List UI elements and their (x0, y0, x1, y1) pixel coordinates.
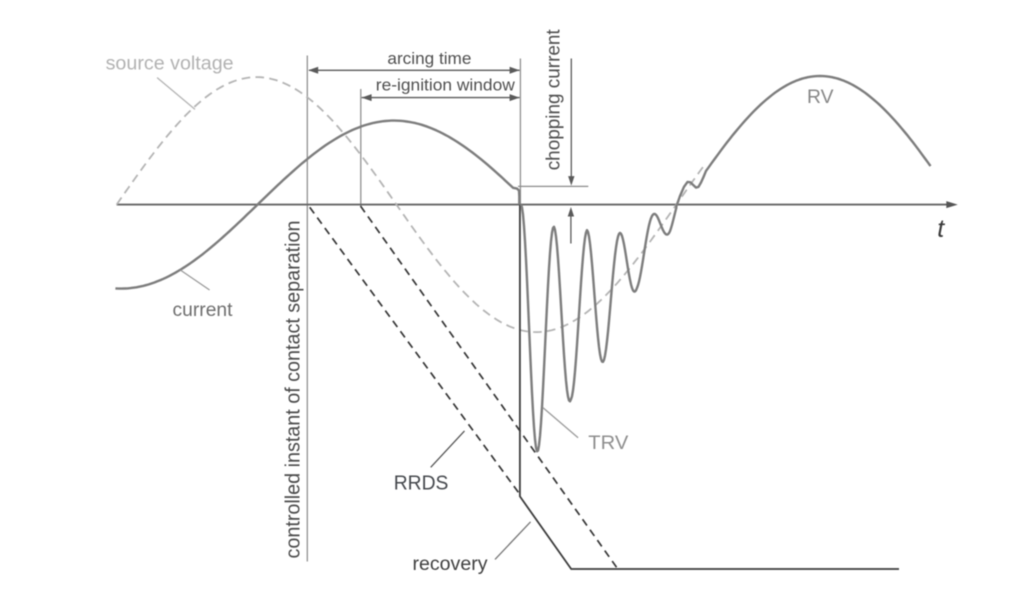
svg-text:t: t (937, 215, 945, 243)
svg-text:RRDS: RRDS (394, 472, 449, 494)
svg-text:RV: RV (807, 87, 834, 108)
svg-text:recovery: recovery (413, 554, 489, 575)
svg-text:source voltage: source voltage (106, 54, 234, 75)
svg-text:re-ignition window: re-ignition window (376, 76, 516, 95)
svg-text:arcing time: arcing time (387, 49, 471, 68)
svg-text:chopping current: chopping current (542, 29, 564, 171)
svg-text:TRV: TRV (588, 433, 628, 454)
svg-text:current: current (173, 300, 234, 321)
svg-text:controlled instant of contact: controlled instant of contact separation (282, 221, 305, 559)
